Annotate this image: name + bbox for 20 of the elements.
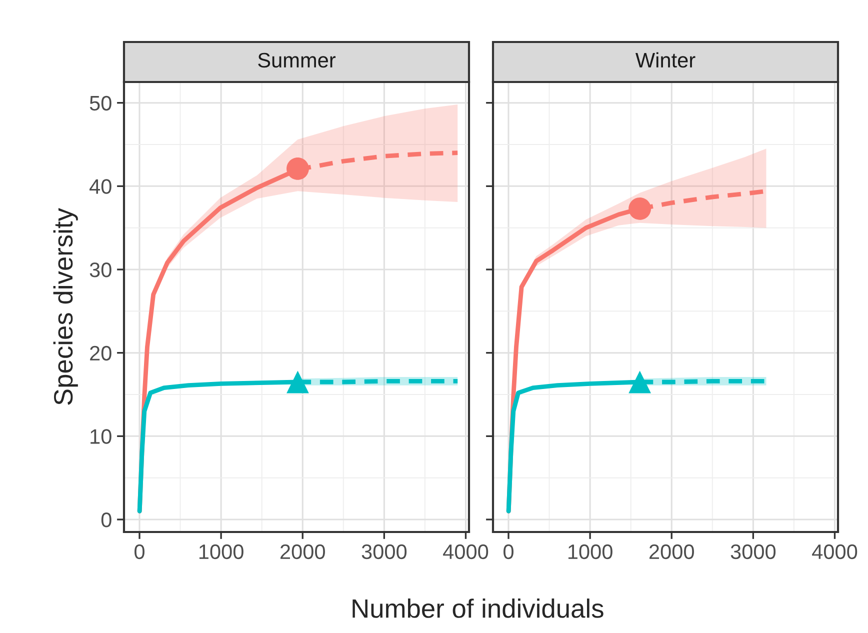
x-axis-title: Number of individuals	[352, 598, 604, 618]
x-tick-label: 4000	[812, 544, 858, 560]
y-axis-title: Species diversity	[53, 208, 78, 405]
x-tick-label: 3000	[362, 544, 407, 560]
y-tick-label: 20	[90, 346, 112, 361]
chart-title: Summer	[258, 52, 336, 68]
x-tick-label: 4000	[443, 544, 488, 560]
x-tick-label: 1000	[199, 544, 244, 560]
y-tick-label: 0	[101, 512, 112, 528]
y-tick-label: 40	[90, 179, 112, 194]
y-tick-label: 10	[90, 429, 112, 444]
y-tick-label: 50	[90, 96, 112, 111]
x-tick-label: 1000	[568, 544, 612, 560]
x-tick-label: 0	[134, 544, 144, 560]
x-tick-label: 0	[504, 544, 514, 560]
x-tick-label: 3000	[730, 544, 776, 560]
x-tick-label: 2000	[280, 544, 325, 560]
x-tick-label: 2000	[649, 544, 694, 560]
chart-title: Winter	[635, 52, 696, 68]
y-tick-label: 30	[90, 262, 112, 278]
